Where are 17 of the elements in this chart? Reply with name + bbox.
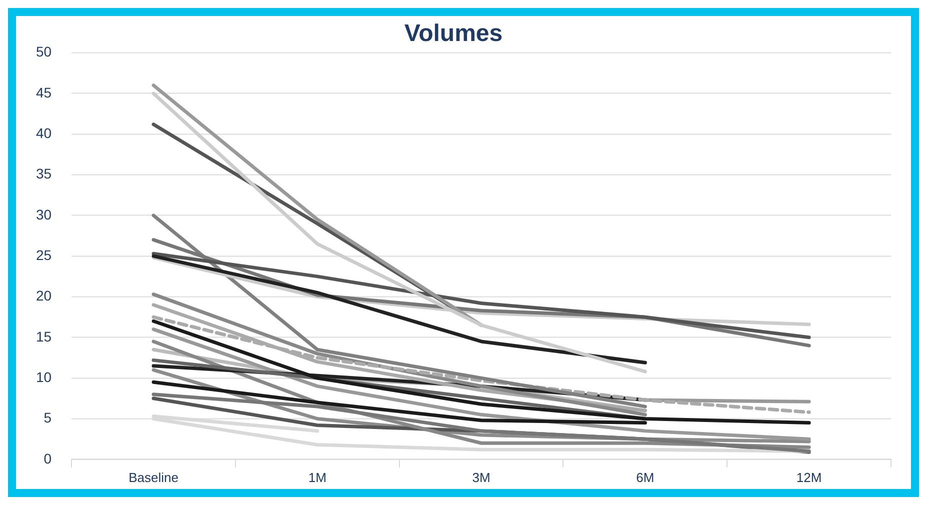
x-tick-label: 1M xyxy=(308,470,326,485)
y-tick-label: 0 xyxy=(44,450,52,466)
x-tick-label: 3M xyxy=(472,470,490,485)
y-tick-label: 25 xyxy=(36,246,52,263)
x-tick-label: 12M xyxy=(796,470,822,485)
x-tick-label: Baseline xyxy=(128,470,178,485)
y-tick-label: 50 xyxy=(36,44,52,60)
y-tick-label: 10 xyxy=(36,368,52,385)
y-tick-label: 20 xyxy=(36,288,52,304)
y-tick-label: 45 xyxy=(36,84,52,100)
y-tick-label: 40 xyxy=(36,124,52,141)
chart-title: Volumes xyxy=(404,20,503,48)
x-tick-label: 6M xyxy=(636,470,654,485)
y-tick-label: 35 xyxy=(36,166,52,182)
y-tick-label: 30 xyxy=(36,206,52,222)
y-tick-label: 5 xyxy=(44,410,52,426)
y-tick-label: 15 xyxy=(36,328,52,344)
